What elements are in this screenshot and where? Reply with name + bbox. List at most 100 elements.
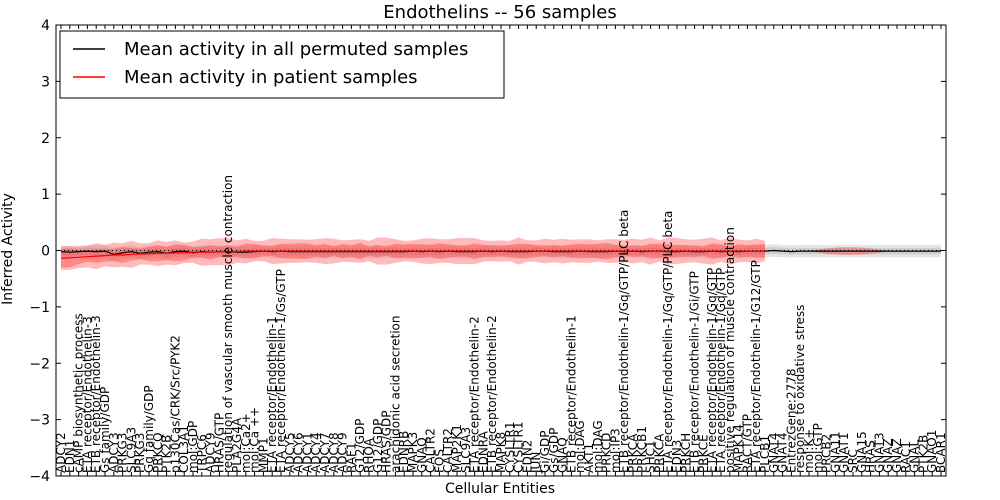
- chart-title: Endothelins -- 56 samples: [383, 2, 616, 23]
- x-tick-label: PRKCD: [600, 433, 614, 473]
- x-tick-label: CALTR2: [441, 428, 455, 473]
- permuted-band-inner: [61, 247, 941, 258]
- x-tick-label: ADCY6: [292, 432, 306, 473]
- x-tick-label: ETA receptor/Endothelin-1/Gq/GTP: [714, 268, 728, 473]
- x-tick-label: PRKG3: [133, 433, 147, 473]
- x-tick-label: PTK2B: [916, 435, 930, 473]
- x-tick-label: PRKCQ: [151, 432, 165, 473]
- x-tick-label: BCAR1: [934, 432, 948, 473]
- x-tick-label: Gs/GDP: [547, 428, 561, 473]
- x-tick-label: PLCB1: [758, 435, 772, 473]
- x-tick-label: G12/GDP: [371, 419, 385, 473]
- legend-frame: [59, 30, 505, 99]
- x-tick-label: cAMP biosynthetic process: [72, 313, 86, 473]
- x-tick-label: MAPK3: [406, 432, 420, 473]
- x-tick-label: ADCY5: [283, 432, 297, 473]
- x-tick-label: CYSLTR1: [512, 422, 526, 473]
- x-tick-label: PRKCH: [679, 433, 693, 473]
- x-tick-label: Gi/GDP: [538, 431, 552, 473]
- x-tick-label: RAC1: [899, 441, 913, 473]
- legend-entry: Mean activity in patient samples: [124, 67, 418, 88]
- x-tick-label: CALTR2: [424, 428, 438, 473]
- x-tick-label: JUN: [529, 452, 543, 474]
- y-axis-label: Inferred Activity: [0, 193, 16, 305]
- y-tick-label: −4: [29, 469, 50, 485]
- series-line-patient: [60, 250, 765, 259]
- x-tick-label: TRPC6: [195, 434, 209, 474]
- y-tick-label: −3: [29, 413, 50, 429]
- x-tick-label: SHC1: [644, 440, 658, 473]
- x-tick-label: mol:IP3: [608, 428, 622, 473]
- x-tick-label: mol:DAG: [591, 420, 605, 473]
- x-tick-label: FOS: [432, 449, 446, 473]
- y-tick-label: 2: [41, 131, 50, 147]
- x-tick-label: mol:DAG: [573, 420, 587, 473]
- x-tick-label: EDNRA: [476, 430, 490, 473]
- x-tick-label: PRKG3: [116, 433, 130, 473]
- x-tick-label: ETA receptor/Endothelin-3: [80, 316, 94, 473]
- legend: Mean activity in all permuted samples Mea…: [59, 30, 505, 99]
- x-tick-label: ETA receptor/Endothelin-1/Gs/GTP: [274, 269, 288, 473]
- y-tick-label: 0: [41, 244, 50, 260]
- x-tick-label: ADCY9: [204, 432, 218, 473]
- x-tick-label: GNAT3: [872, 432, 886, 473]
- x-tick-label: RACT/GTP: [740, 414, 754, 473]
- x-tick-label: GNAQ: [415, 437, 429, 473]
- permuted-band-outer: [61, 244, 941, 261]
- x-tick-label: MAPK14: [732, 424, 746, 473]
- x-tick-label: ETB receptor/Endothelin-3: [89, 315, 103, 473]
- x-tick-label: GNAT1: [837, 432, 851, 473]
- x-tick-label: ETA receptor/Endothelin-2: [468, 316, 482, 473]
- x-tick-label: GNAT4: [767, 432, 781, 473]
- x-tick-label: MAPK8: [494, 432, 508, 473]
- x-tick-label: RHOA: [362, 437, 376, 473]
- x-tick-label: G12/GDP: [353, 419, 367, 473]
- x-tick-label: PRCB2: [820, 434, 834, 473]
- x-tick-label: SRC: [846, 449, 860, 473]
- x-tick-label: mol:Ca2+: [239, 413, 253, 473]
- x-tick-label: ADCY1: [300, 432, 314, 473]
- x-tick-label: PTK2B: [160, 435, 174, 473]
- x-tick-label: EDN1: [63, 440, 77, 473]
- x-tick-label: ADCY3: [107, 432, 121, 473]
- x-tick-label: ADCY7: [318, 432, 332, 473]
- x-tick-label: ETA receptor/Endothelin-1/Gq/GTP/PLC bet…: [661, 211, 675, 473]
- x-tick-label: ADCY2: [54, 432, 68, 473]
- x-tick-label: PRKCA: [626, 433, 640, 473]
- y-tick-label: 3: [41, 74, 50, 90]
- x-tick-label: GNAT4: [776, 432, 790, 473]
- x-tick-label: p130Cas/CRK/Src/PYK2: [168, 335, 182, 473]
- x-tick-label: GNA11: [828, 431, 842, 473]
- x-tick-label: GNAO1: [925, 430, 939, 473]
- x-tick-label: Gq family/GDP: [142, 385, 156, 473]
- x-tick-label: arachidonic acid secretion: [388, 316, 402, 473]
- x-tick-label: PRKCA: [652, 433, 666, 473]
- x-tick-label: EDN2: [520, 440, 534, 473]
- x-tick-label: GNA15: [855, 431, 869, 473]
- x-tick-label: MAP2K1: [450, 424, 464, 473]
- x-tick-label: GNAQ: [556, 437, 570, 473]
- x-tick-label: PRKCB1: [635, 426, 649, 473]
- x-tick-label: mol:Ca ++: [248, 407, 262, 473]
- x-tick-label: ETB receptor/Endothelin-1: [564, 315, 578, 473]
- x-tick-label: ETB receptor/Endothelin-1/Gi/GTP: [688, 271, 702, 473]
- y-tick-label: −2: [29, 356, 50, 372]
- x-tick-label: PLA2G4A: [230, 417, 244, 473]
- x-tick-label: RAF1: [344, 442, 358, 473]
- x-tick-label: HRAS: [864, 440, 878, 473]
- y-tick-label: −1: [29, 300, 50, 316]
- x-tick-label: ETA receptor/Endothelin-1/G12/GTP: [749, 260, 763, 473]
- x-tick-label: MMP1: [256, 437, 270, 473]
- plot-area: [56, 237, 946, 271]
- x-tick-label: CYSLTR1: [503, 422, 517, 473]
- x-tick-label: SLC9A3: [124, 427, 138, 473]
- x-tick-label: mol:GTP: [811, 423, 825, 473]
- x-tick-label: mol:K+: [802, 429, 816, 473]
- x-tick-label: GNAZ: [881, 438, 895, 473]
- x-tick-label: AKT1: [582, 443, 596, 473]
- x-tick-label: EDNRB: [397, 431, 411, 473]
- patient-band-inner: [61, 242, 765, 268]
- x-tick-label: GNAZ: [890, 438, 904, 473]
